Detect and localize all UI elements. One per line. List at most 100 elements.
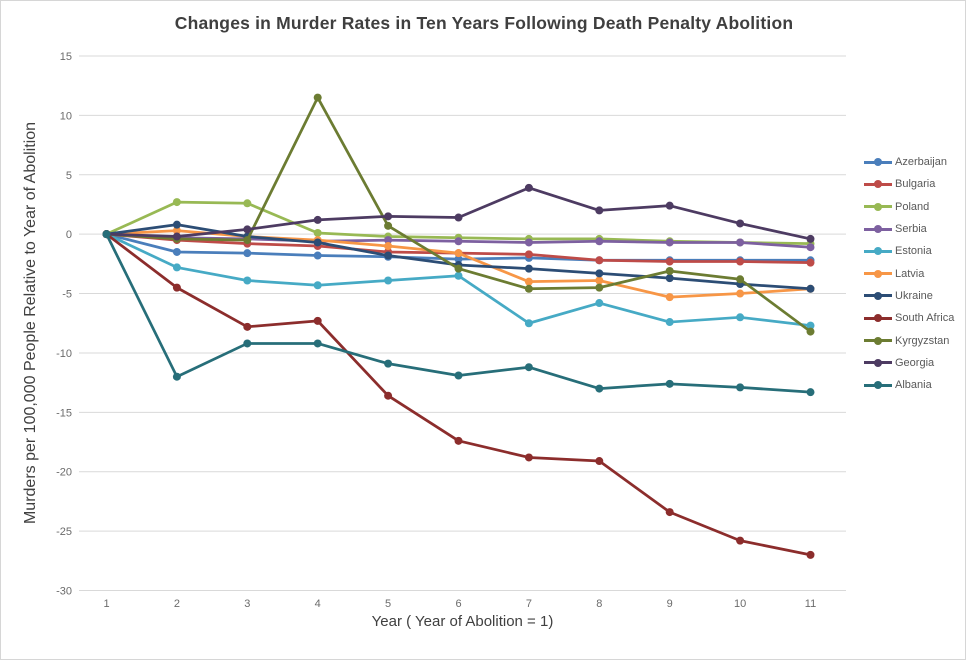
- series-marker-albania: [595, 384, 604, 393]
- series-marker-kyrgyzstan: [454, 264, 463, 273]
- series-marker-kyrgyzstan: [665, 266, 674, 275]
- y-tick-label: -30: [56, 586, 72, 598]
- legend-marker-icon: [864, 314, 892, 323]
- series-marker-latvia: [384, 242, 393, 251]
- legend-item-south-africa: South Africa: [864, 307, 954, 329]
- series-marker-albania: [102, 230, 111, 239]
- legend-item-azerbaijan: Azerbaijan: [864, 151, 954, 173]
- series-marker-ukraine: [665, 274, 674, 283]
- series-marker-poland: [172, 198, 181, 207]
- legend-marker-icon: [864, 269, 892, 278]
- legend-item-estonia: Estonia: [864, 240, 954, 262]
- legend-label: Serbia: [895, 223, 927, 236]
- series-marker-azerbaijan: [243, 249, 252, 258]
- series-marker-south-africa: [172, 283, 181, 292]
- legend-dot-icon: [874, 269, 882, 278]
- series-marker-azerbaijan: [454, 255, 463, 264]
- y-tick-label: 15: [60, 51, 72, 63]
- series-marker-georgia: [736, 219, 745, 228]
- series-marker-azerbaijan: [172, 247, 181, 256]
- legend-label: Bulgaria: [895, 178, 936, 191]
- series-marker-latvia: [172, 226, 181, 235]
- legend-label: Poland: [895, 200, 930, 213]
- legend-marker-icon: [864, 180, 892, 189]
- series-marker-ukraine: [595, 269, 604, 278]
- series-marker-albania: [243, 339, 252, 348]
- series-marker-georgia: [665, 201, 674, 210]
- legend-item-albania: Albania: [864, 374, 954, 396]
- legend-item-kyrgyzstan: Kyrgyzstan: [864, 329, 954, 351]
- series-marker-latvia: [736, 289, 745, 298]
- series-marker-estonia: [384, 276, 393, 285]
- series-marker-estonia: [172, 263, 181, 272]
- series-marker-albania: [313, 339, 322, 348]
- legend-dot-icon: [874, 247, 882, 256]
- legend-marker-icon: [864, 291, 892, 300]
- x-tick-label: 6: [455, 598, 461, 610]
- legend-label: Ukraine: [895, 289, 933, 302]
- series-marker-estonia: [665, 318, 674, 327]
- series-marker-serbia: [595, 237, 604, 246]
- series-marker-estonia: [454, 271, 463, 280]
- series-marker-bulgaria: [524, 250, 533, 259]
- series-marker-estonia: [806, 321, 815, 330]
- x-tick-label: 10: [734, 598, 746, 610]
- series-marker-south-africa: [665, 508, 674, 517]
- legend-marker-icon: [864, 202, 892, 211]
- legend: Azerbaijan Bulgaria Poland Serbia Estonia Lat…: [864, 151, 954, 396]
- series-marker-south-africa: [736, 536, 745, 545]
- series-marker-kyrgyzstan: [384, 221, 393, 230]
- x-tick-label: 8: [596, 598, 602, 610]
- series-marker-georgia: [313, 215, 322, 224]
- series-marker-kyrgyzstan: [736, 275, 745, 284]
- series-marker-kyrgyzstan: [524, 284, 533, 293]
- series-marker-azerbaijan: [313, 251, 322, 260]
- x-tick-label: 11: [805, 598, 816, 610]
- legend-dot-icon: [874, 180, 882, 189]
- series-marker-ukraine: [313, 238, 322, 247]
- series-marker-albania: [736, 383, 745, 392]
- legend-item-ukraine: Ukraine: [864, 285, 954, 307]
- series-marker-poland: [243, 199, 252, 208]
- series-marker-bulgaria: [665, 257, 674, 266]
- series-marker-serbia: [736, 238, 745, 247]
- series-marker-serbia: [384, 236, 393, 245]
- x-tick-label: 2: [174, 598, 180, 610]
- series-marker-bulgaria: [595, 256, 604, 265]
- x-tick-label: 1: [103, 598, 109, 610]
- y-tick-label: 5: [66, 170, 72, 182]
- chart-title: Changes in Murder Rates in Ten Years Fol…: [174, 13, 794, 33]
- legend-item-poland: Poland: [864, 196, 954, 218]
- legend-item-georgia: Georgia: [864, 352, 954, 374]
- series-marker-estonia: [736, 313, 745, 322]
- series-marker-georgia: [172, 232, 181, 241]
- legend-dot-icon: [874, 225, 882, 234]
- series-marker-bulgaria: [736, 257, 745, 266]
- series-marker-georgia: [454, 213, 463, 222]
- series-marker-serbia: [524, 238, 533, 247]
- series-marker-ukraine: [384, 251, 393, 260]
- legend-dot-icon: [874, 202, 882, 211]
- series-marker-albania: [665, 379, 674, 388]
- series-marker-south-africa: [806, 550, 815, 559]
- x-tick-label: 4: [315, 598, 321, 610]
- series-marker-kyrgyzstan: [806, 327, 815, 336]
- series-marker-bulgaria: [806, 258, 815, 267]
- y-tick-label: -5: [62, 289, 72, 301]
- series-marker-albania: [524, 363, 533, 372]
- series-marker-georgia: [524, 183, 533, 192]
- series-marker-albania: [454, 371, 463, 380]
- legend-item-serbia: Serbia: [864, 218, 954, 240]
- series-marker-georgia: [384, 212, 393, 221]
- legend-dot-icon: [874, 314, 882, 323]
- x-axis-title: Year ( Year of Abolition = 1): [371, 613, 554, 630]
- legend-marker-icon: [864, 336, 892, 345]
- legend-dot-icon: [874, 358, 882, 367]
- series-marker-latvia: [595, 276, 604, 285]
- legend-dot-icon: [874, 381, 882, 390]
- series-marker-estonia: [595, 299, 604, 308]
- legend-dot-icon: [874, 291, 882, 300]
- series-marker-serbia: [806, 243, 815, 252]
- legend-marker-icon: [864, 158, 892, 167]
